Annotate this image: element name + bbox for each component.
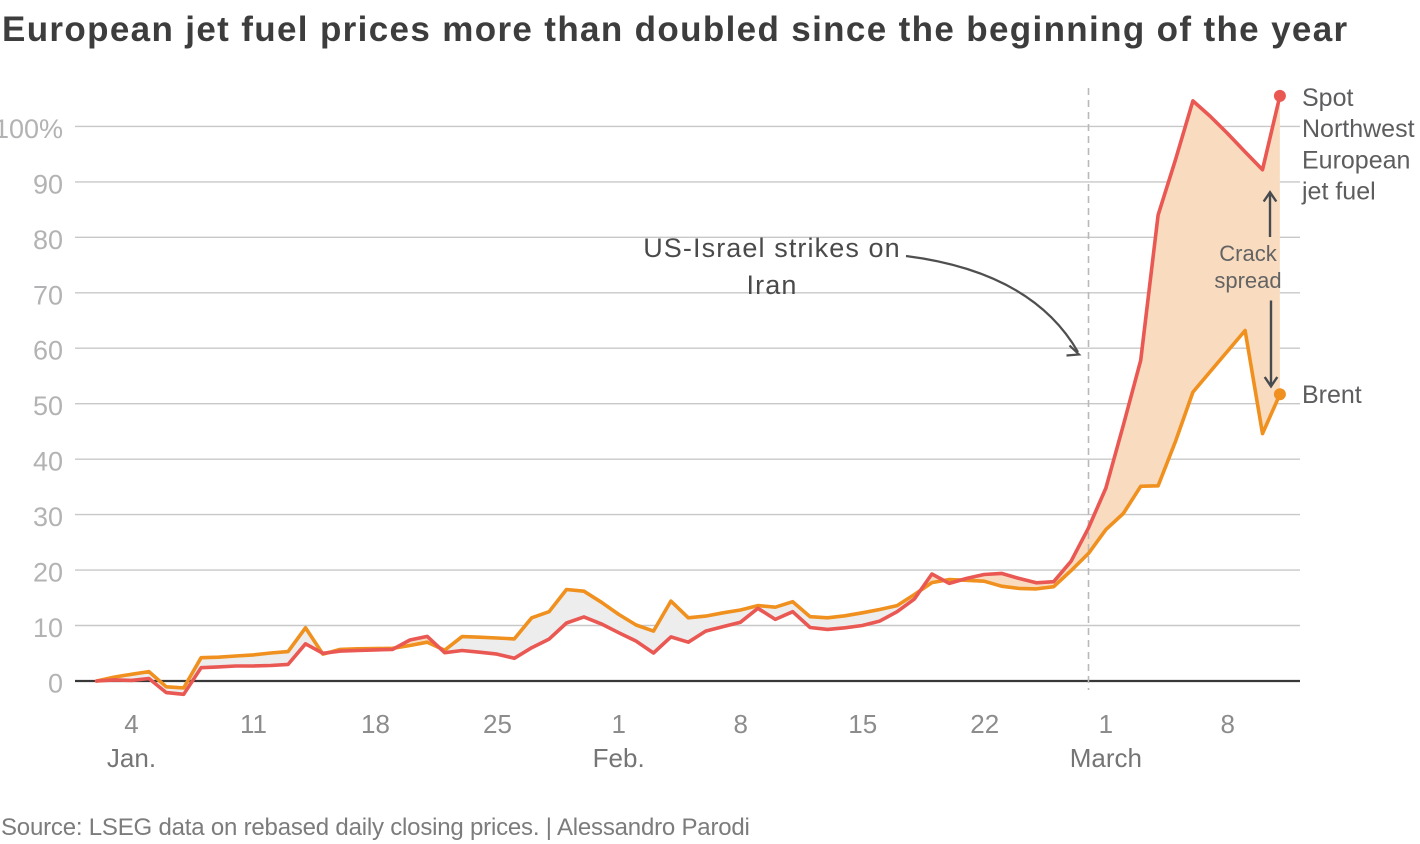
svg-text:18: 18 [361, 709, 390, 739]
svg-text:30: 30 [33, 502, 63, 532]
svg-text:US-Israel strikes on: US-Israel strikes on [643, 233, 901, 263]
svg-text:15: 15 [848, 709, 877, 739]
svg-text:Spot: Spot [1302, 84, 1353, 112]
svg-text:Iran: Iran [747, 270, 798, 300]
svg-text:Feb.: Feb. [593, 743, 645, 773]
svg-text:8: 8 [733, 709, 747, 739]
svg-text:jet fuel: jet fuel [1301, 178, 1376, 206]
svg-text:10: 10 [33, 613, 63, 643]
svg-text:100%: 100% [0, 114, 63, 144]
svg-text:80: 80 [33, 225, 63, 255]
svg-text:4: 4 [124, 709, 138, 739]
svg-text:20: 20 [33, 558, 63, 588]
svg-text:European: European [1302, 146, 1410, 174]
svg-text:1: 1 [611, 709, 625, 739]
svg-text:0: 0 [48, 669, 63, 699]
svg-text:11: 11 [240, 709, 267, 739]
svg-text:Crack: Crack [1219, 241, 1277, 266]
svg-text:1: 1 [1099, 709, 1113, 739]
svg-text:60: 60 [33, 336, 63, 366]
svg-text:8: 8 [1220, 709, 1234, 739]
svg-text:March: March [1070, 743, 1142, 773]
svg-text:90: 90 [33, 169, 63, 199]
svg-text:40: 40 [33, 447, 63, 477]
svg-text:Brent: Brent [1302, 381, 1362, 409]
svg-text:50: 50 [33, 391, 63, 421]
svg-text:Northwest: Northwest [1302, 115, 1415, 143]
svg-text:Source: LSEG data on rebased d: Source: LSEG data on rebased daily closi… [1, 814, 750, 841]
svg-text:25: 25 [483, 709, 512, 739]
svg-text:spread: spread [1214, 268, 1281, 293]
svg-text:22: 22 [970, 709, 999, 739]
svg-text:European jet fuel prices more: European jet fuel prices more than doubl… [2, 10, 1348, 49]
svg-text:70: 70 [33, 280, 63, 310]
svg-text:Jan.: Jan. [107, 743, 156, 773]
